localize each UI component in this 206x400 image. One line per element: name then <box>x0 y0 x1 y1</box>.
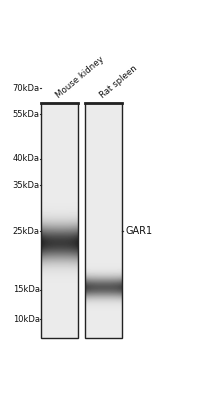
Bar <box>85 104 122 338</box>
Text: 10kDa: 10kDa <box>13 314 40 324</box>
Text: 15kDa: 15kDa <box>13 285 40 294</box>
Text: 35kDa: 35kDa <box>13 180 40 190</box>
Text: 70kDa: 70kDa <box>13 84 40 92</box>
Text: Rat spleen: Rat spleen <box>98 64 139 100</box>
Text: Mouse kidney: Mouse kidney <box>54 55 105 100</box>
Bar <box>41 104 78 338</box>
Text: 25kDa: 25kDa <box>13 227 40 236</box>
Text: 55kDa: 55kDa <box>13 110 40 119</box>
Text: 40kDa: 40kDa <box>13 154 40 163</box>
Text: GAR1: GAR1 <box>125 226 153 236</box>
